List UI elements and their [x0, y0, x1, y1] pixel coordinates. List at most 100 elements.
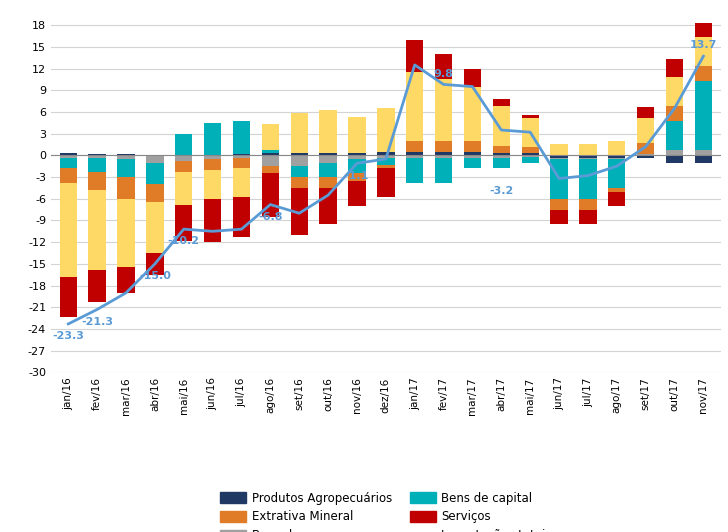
Bar	[521, 147, 539, 153]
Bar	[377, 157, 395, 165]
Bar	[464, 155, 481, 157]
Bar	[608, 188, 625, 192]
Bar	[320, 155, 337, 163]
Bar	[521, 155, 539, 157]
Bar	[290, 188, 308, 235]
Bar	[666, 106, 683, 121]
Bar	[60, 157, 77, 168]
Bar	[60, 153, 77, 155]
Bar	[464, 152, 481, 155]
Bar	[493, 106, 510, 146]
Bar	[146, 163, 164, 184]
Bar	[320, 110, 337, 153]
Bar	[435, 157, 452, 183]
Bar	[579, 159, 596, 199]
Legend: Produtos Agropecuários, Extrativa Mineral, Bens de consumo, Bens intermediários,: Produtos Agropecuários, Extrativa Minera…	[215, 487, 557, 532]
Bar	[175, 155, 192, 161]
Bar	[89, 190, 106, 270]
Bar	[637, 155, 654, 157]
Bar	[695, 81, 712, 149]
Bar	[348, 153, 365, 155]
Bar	[175, 204, 192, 240]
Bar	[493, 155, 510, 157]
Bar	[406, 155, 424, 157]
Bar	[521, 153, 539, 155]
Bar	[406, 157, 424, 183]
Bar	[117, 177, 135, 199]
Bar	[695, 149, 712, 155]
Bar	[89, 172, 106, 190]
Bar	[550, 159, 568, 199]
Bar	[637, 143, 654, 154]
Bar	[550, 210, 568, 224]
Bar	[637, 107, 654, 118]
Bar	[608, 159, 625, 188]
Bar	[261, 166, 279, 173]
Bar	[435, 141, 452, 152]
Bar	[175, 134, 192, 155]
Bar	[666, 155, 683, 163]
Bar	[233, 157, 250, 168]
Bar	[435, 54, 452, 79]
Bar	[60, 155, 77, 157]
Bar	[406, 72, 424, 141]
Bar	[435, 155, 452, 157]
Bar	[637, 154, 654, 155]
Bar	[117, 155, 135, 159]
Bar	[261, 124, 279, 149]
Bar	[60, 183, 77, 277]
Text: -23.3: -23.3	[52, 331, 84, 341]
Bar	[175, 172, 192, 204]
Bar	[89, 270, 106, 302]
Bar	[233, 155, 250, 157]
Bar	[261, 153, 279, 155]
Bar	[579, 210, 596, 224]
Bar	[464, 87, 481, 141]
Bar	[233, 121, 250, 154]
Bar	[666, 59, 683, 77]
Bar	[608, 192, 625, 206]
Bar	[579, 145, 596, 155]
Bar	[493, 99, 510, 106]
Bar	[695, 155, 712, 163]
Bar	[290, 153, 308, 155]
Bar	[666, 77, 683, 106]
Bar	[493, 146, 510, 153]
Bar	[550, 155, 568, 157]
Bar	[406, 39, 424, 72]
Text: -10.2: -10.2	[167, 236, 199, 246]
Bar	[261, 173, 279, 217]
Text: 9.8: 9.8	[434, 69, 454, 79]
Bar	[637, 118, 654, 143]
Bar	[521, 115, 539, 119]
Bar	[233, 154, 250, 155]
Bar	[435, 152, 452, 155]
Text: -3.2: -3.2	[489, 186, 513, 196]
Bar	[320, 177, 337, 188]
Bar	[348, 173, 365, 181]
Bar	[89, 155, 106, 157]
Bar	[204, 123, 221, 155]
Text: -15.0: -15.0	[139, 271, 171, 281]
Bar	[146, 202, 164, 253]
Text: -21.3: -21.3	[81, 317, 113, 327]
Bar	[493, 157, 510, 168]
Bar	[435, 79, 452, 141]
Bar	[89, 154, 106, 155]
Bar	[579, 199, 596, 210]
Text: 13.7: 13.7	[689, 40, 717, 51]
Bar	[89, 157, 106, 172]
Bar	[348, 159, 365, 173]
Bar	[579, 157, 596, 159]
Bar	[464, 157, 481, 168]
Bar	[60, 277, 77, 317]
Bar	[146, 253, 164, 275]
Bar	[521, 157, 539, 163]
Bar	[608, 141, 625, 155]
Bar	[521, 119, 539, 147]
Bar	[320, 188, 337, 224]
Text: -6.8: -6.8	[258, 212, 282, 222]
Bar	[406, 152, 424, 155]
Bar	[550, 199, 568, 210]
Bar	[146, 155, 164, 163]
